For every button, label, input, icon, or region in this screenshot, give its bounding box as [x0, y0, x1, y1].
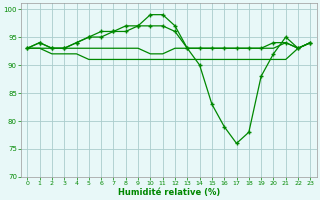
X-axis label: Humidité relative (%): Humidité relative (%) [118, 188, 220, 197]
